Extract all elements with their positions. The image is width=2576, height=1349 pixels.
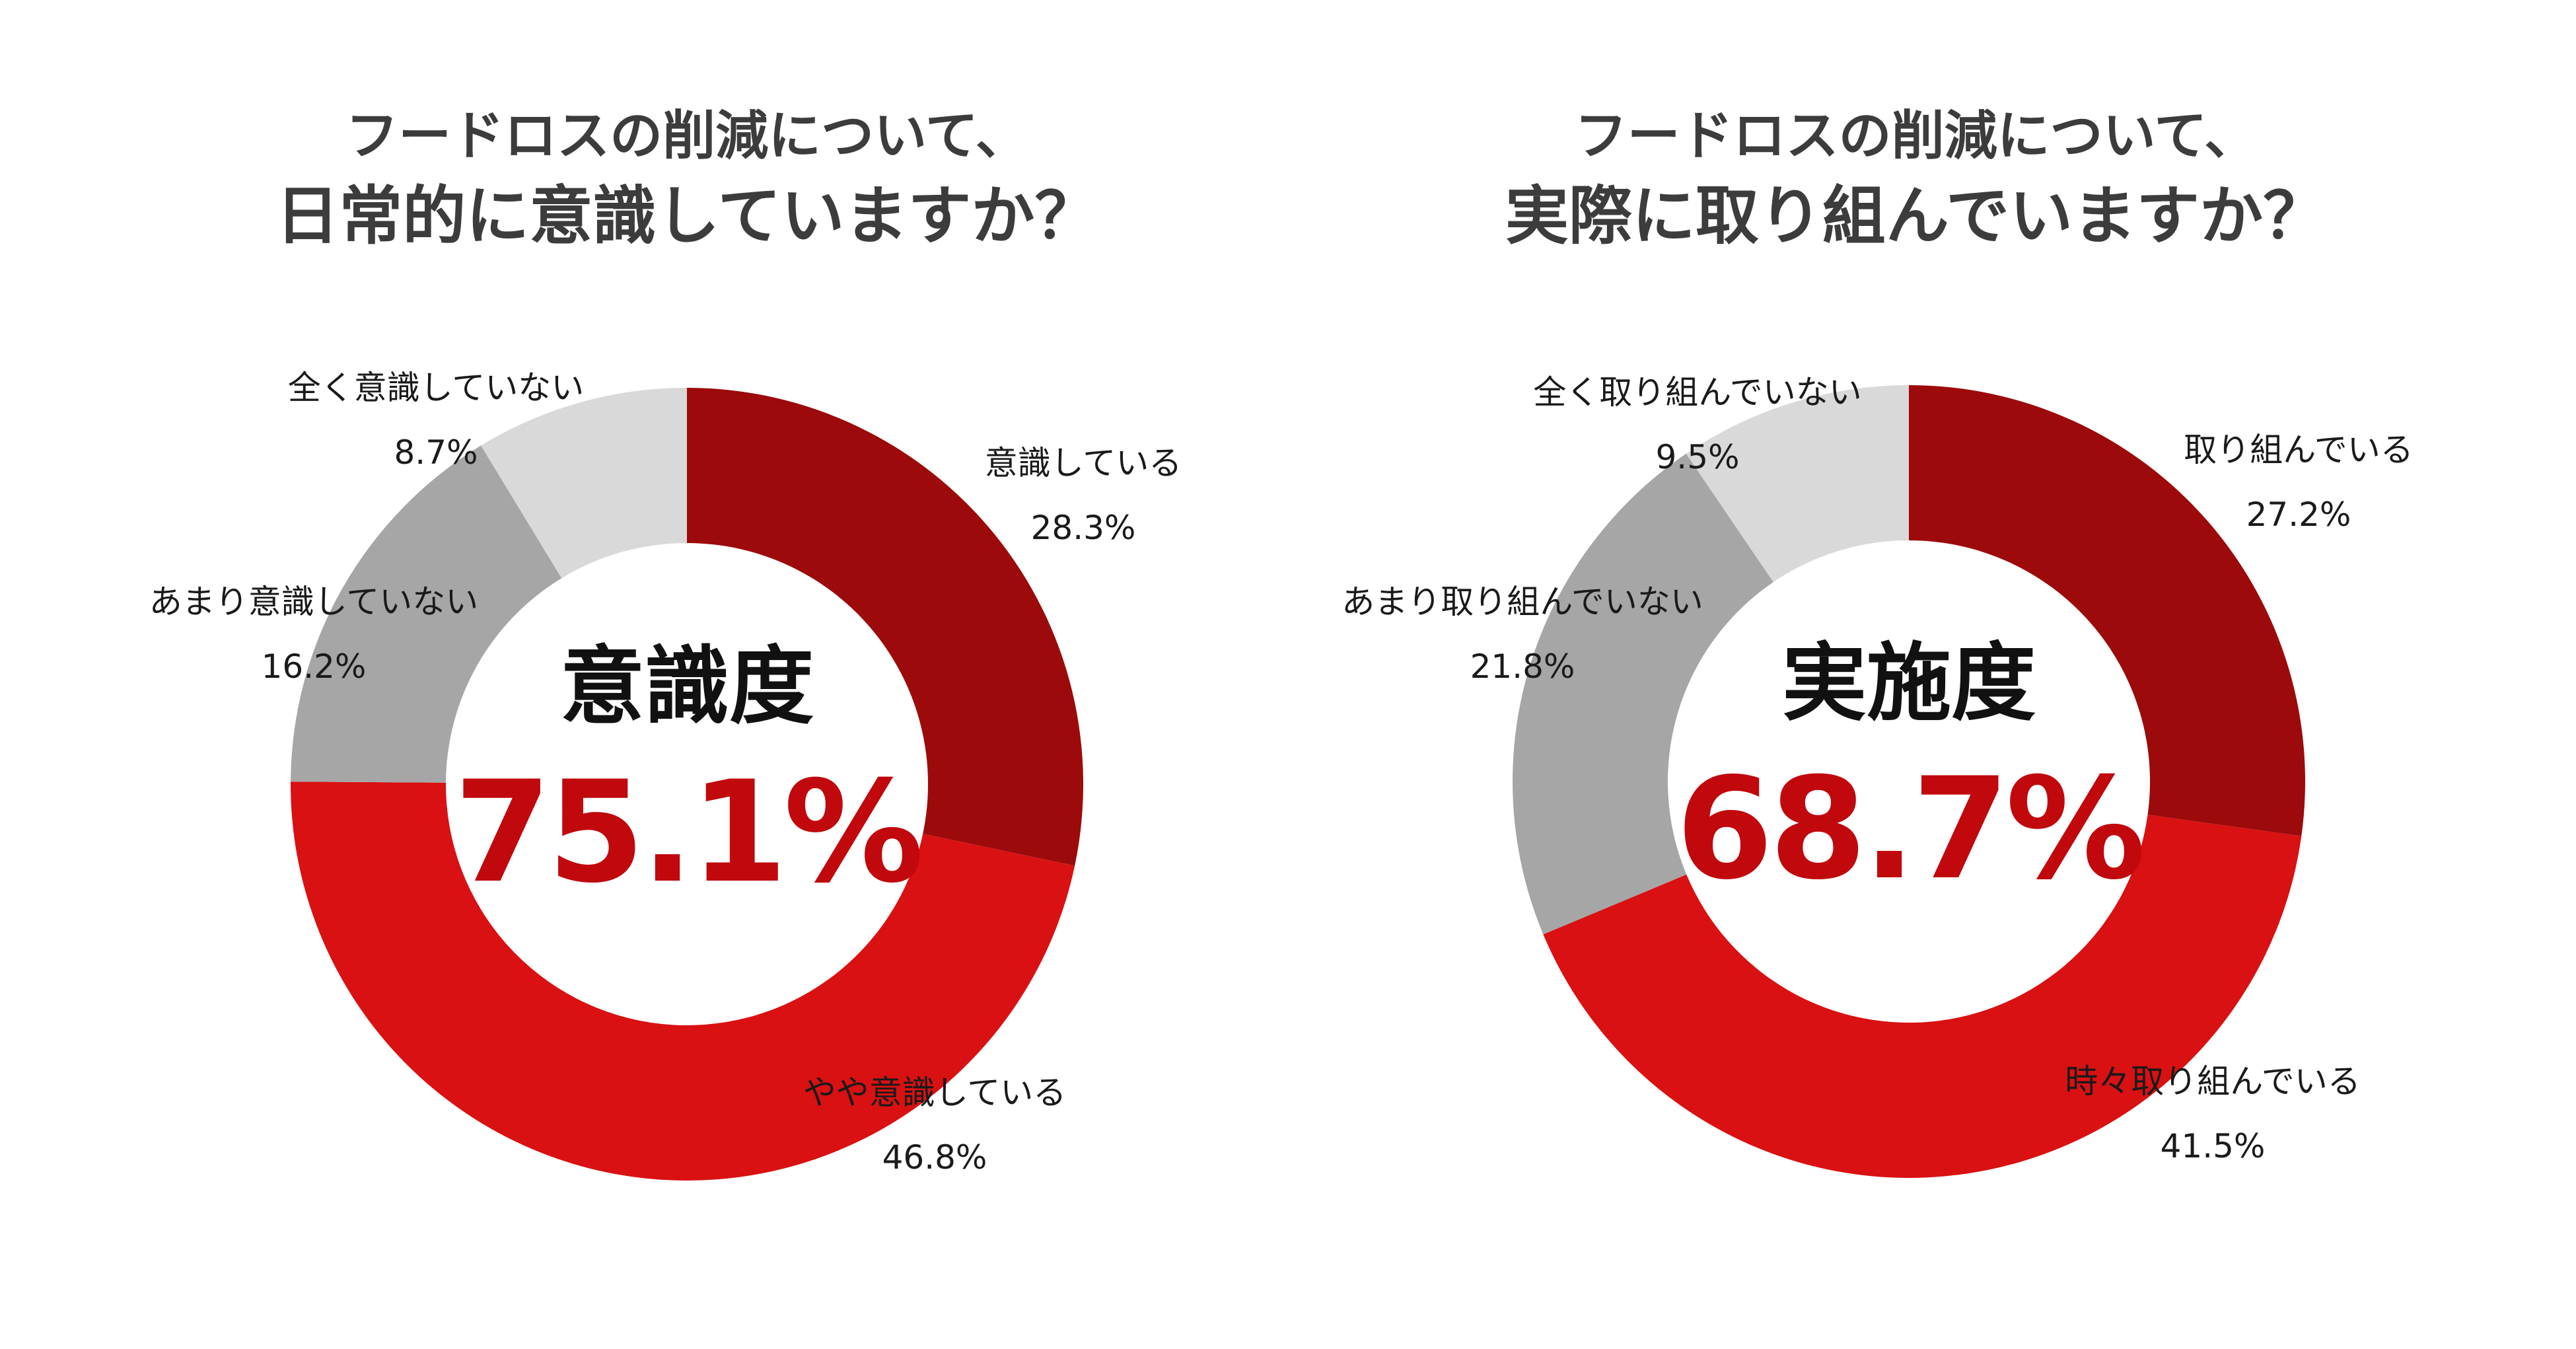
center-label: 実施度: [1781, 634, 2036, 733]
donut-chart: [290, 388, 1083, 1181]
chart-awareness: フードロスの削減について、 日常的に意識していますか？ 意識している 28.3%…: [149, 105, 1182, 1190]
slice-value: 41.5%: [2160, 1127, 2266, 1165]
slice-name: 時々取り組んでいる: [2065, 1062, 2361, 1101]
center-value: 68.7%: [1676, 747, 2145, 910]
slice-value: 16.2%: [261, 647, 367, 686]
slice-value: 27.2%: [2246, 495, 2351, 534]
center-value: 75.1%: [454, 750, 923, 914]
slice-label-not-aware: 全く意識していない 8.7%: [288, 355, 585, 485]
slice-name: 全く取り組んでいない: [1533, 373, 1862, 412]
chart-title: フードロスの削減について、 実際に取り組んでいますか？: [1188, 99, 2576, 259]
slice-label-not-practicing: 全く取り組んでいない 9.5%: [1533, 360, 1862, 490]
slice-value: 9.5%: [1655, 438, 1740, 476]
donut-slice-1: [1543, 815, 2302, 1178]
slice-name: 意識している: [984, 444, 1182, 482]
donut-slice-1: [290, 782, 1075, 1181]
slice-label-somewhat-aware: やや意識している 46.8%: [803, 1060, 1067, 1190]
slice-name: あまり取り組んでいない: [1342, 583, 1703, 621]
slice-name: 全く意識していない: [287, 369, 585, 407]
chart-title-line2: 日常的に意識していますか？: [275, 179, 1098, 253]
donut-slice-3: [1686, 385, 1909, 583]
chart-title: フードロスの削減について、 日常的に意識していますか？: [0, 99, 1374, 259]
slice-value: 28.3%: [1030, 509, 1136, 547]
donut-slice-0: [1909, 385, 2305, 836]
slice-label-sometimes-practicing: 時々取り組んでいる 41.5%: [2065, 1049, 2361, 1179]
slice-value: 8.7%: [394, 433, 478, 472]
slice-label-rarely-practicing: あまり取り組んでいない 21.8%: [1342, 569, 1703, 699]
slice-name: やや意識している: [803, 1074, 1067, 1112]
donut-slice-2: [291, 445, 562, 783]
slice-name: 取り組んでいる: [2184, 431, 2414, 469]
donut-slice-3: [481, 388, 687, 579]
chart-title-line1: フードロスの削減について、: [1574, 105, 2258, 166]
slice-name: あまり意識していない: [149, 583, 479, 621]
chart-title-line1: フードロスの削減について、: [345, 105, 1028, 166]
slice-value: 46.8%: [882, 1138, 987, 1177]
donut-slice-0: [687, 388, 1083, 866]
slice-label-practicing: 取り組んでいる 27.2%: [2184, 418, 2414, 547]
chart-title-line2: 実際に取り組んでいますか？: [1505, 179, 2327, 253]
center-label: 意識度: [559, 638, 814, 736]
donut-slice-2: [1513, 453, 1773, 935]
donut-chart: [1513, 385, 2305, 1178]
slice-label-not-very-aware: あまり意識していない 16.2%: [149, 569, 479, 699]
chart-practice: フードロスの削減について、 実際に取り組んでいますか？ 取り組んでいる 27.2…: [1288, 0, 2576, 1349]
slice-value: 21.8%: [1470, 647, 1575, 686]
slice-label-aware: 意識している 28.3%: [985, 431, 1182, 560]
